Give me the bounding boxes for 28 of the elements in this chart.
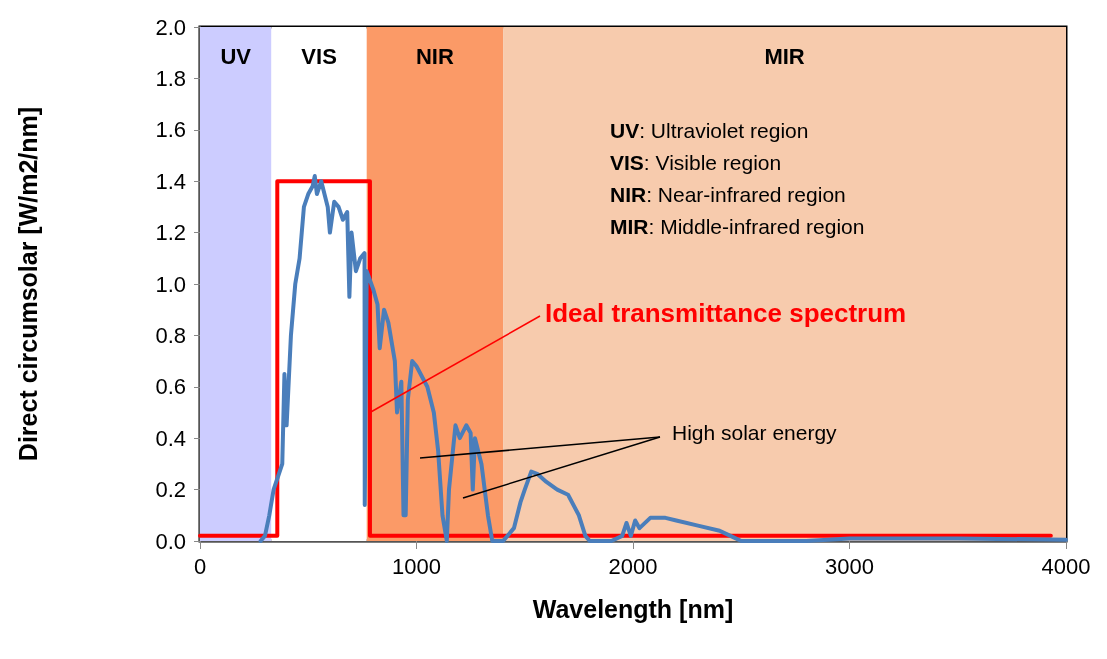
band-label: UV [220,43,252,69]
y-tick-label: 0.8 [155,322,186,348]
band-label: MIR [764,43,805,69]
annotation: VIS: Visible region [610,151,782,174]
x-tick-label: 3000 [825,553,874,579]
x-tick-label: 0 [193,553,207,579]
x-tick-label: 4000 [1041,553,1091,579]
x-axis-title: Wavelength [nm] [532,594,734,623]
band-label: NIR [415,43,454,69]
x-tick-label: 1000 [392,553,441,579]
x-tick-label: 2000 [608,553,658,579]
y-tick-label: 2.0 [155,14,186,40]
y-tick-label: 1.6 [155,117,186,143]
annotation: UV: Ultraviolet region [610,119,809,142]
y-tick-label: 1.2 [155,220,186,246]
annotation: High solar energy [672,421,838,444]
y-tick-label: 1.4 [155,168,186,194]
y-axis-title: Direct circumsolar [W/m2/nm] [13,106,42,462]
y-tick-label: 0.4 [155,425,186,451]
y-tick-label: 1.8 [155,65,186,91]
annotation: Ideal transmittance spectrum [545,298,907,328]
y-tick-label: 0.0 [155,528,186,554]
y-tick-label: 0.2 [155,477,186,503]
band-label: VIS [301,43,337,69]
annotation: MIR: Middle-infrared region [610,215,865,238]
y-tick-label: 0.6 [155,374,186,400]
annotation: NIR: Near-infrared region [610,183,846,206]
y-tick-label: 1.0 [155,271,186,297]
